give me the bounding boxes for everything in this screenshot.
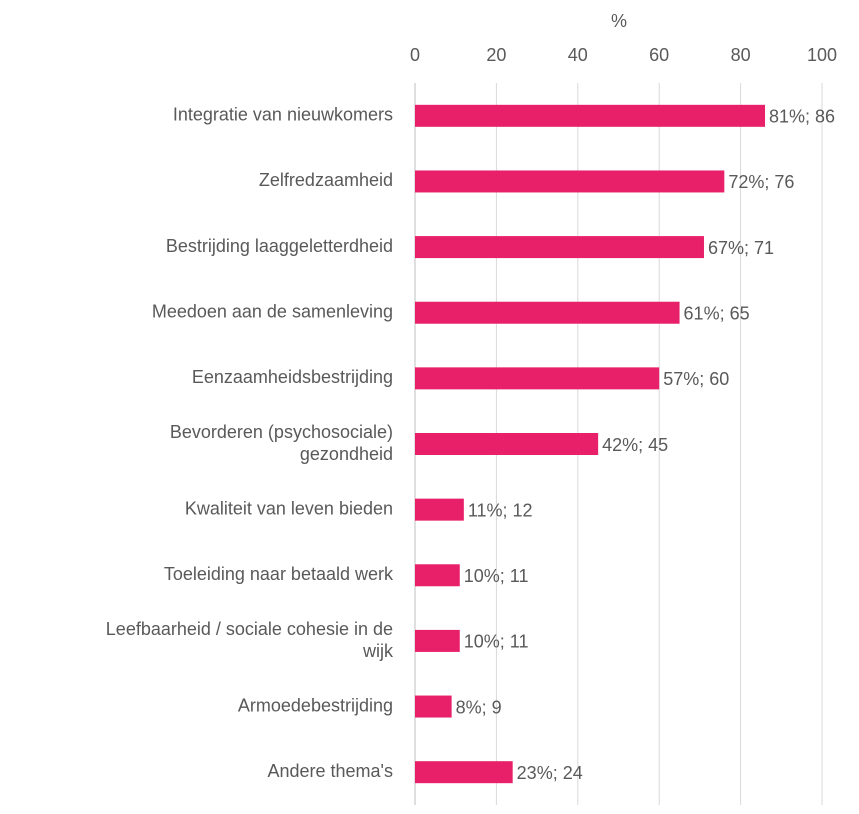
data-label: 42%; 45 xyxy=(602,435,668,455)
x-tick-label: 80 xyxy=(731,45,751,65)
y-tick-label: Eenzaamheidsbestrijding xyxy=(192,367,393,387)
y-tick-label: Bestrijding laaggeletterdheid xyxy=(166,236,393,256)
y-tick-label: Armoedebestrijding xyxy=(238,695,393,715)
y-tick-label: Zelfredzaamheid xyxy=(259,170,393,190)
x-tick-label: 20 xyxy=(486,45,506,65)
x-tick-label: 40 xyxy=(568,45,588,65)
x-tick-label: 0 xyxy=(410,45,420,65)
bar xyxy=(415,433,599,455)
bar xyxy=(415,170,725,193)
bar xyxy=(415,761,513,784)
y-tick-label: Kwaliteit van leven bieden xyxy=(185,498,393,518)
bar xyxy=(415,236,704,259)
data-label: 57%; 60 xyxy=(663,369,729,389)
y-tick-label: Toeleiding naar betaald werk xyxy=(164,564,394,584)
data-label: 10%; 11 xyxy=(464,566,529,586)
data-label: 81%; 86 xyxy=(769,107,835,127)
y-tick-label: Bevorderen (psychosociale) gezondheid xyxy=(170,422,393,464)
y-tick-label: Leefbaarheid / sociale cohesie in de wijk xyxy=(106,619,394,661)
y-tick-label: Meedoen aan de samenleving xyxy=(152,301,393,321)
bar xyxy=(415,564,460,587)
y-tick-label: Integratie van nieuwkomers xyxy=(173,105,393,125)
bar xyxy=(415,629,460,652)
x-tick-label: 60 xyxy=(649,45,669,65)
bar xyxy=(415,301,680,324)
bar xyxy=(415,695,452,718)
bar xyxy=(415,367,660,390)
data-label: 72%; 76 xyxy=(728,172,794,192)
x-tick-label: 100 xyxy=(807,45,837,65)
data-label: 67%; 71 xyxy=(708,238,774,258)
data-label: 8%; 9 xyxy=(456,697,502,717)
data-label: 23%; 24 xyxy=(517,763,583,783)
x-axis-label: % xyxy=(611,11,627,31)
bar xyxy=(415,498,464,521)
bar xyxy=(415,104,766,127)
y-tick-label: Andere thema's xyxy=(267,761,393,781)
data-label: 61%; 65 xyxy=(684,303,750,323)
data-label: 10%; 11 xyxy=(464,632,529,652)
data-label: 11%; 12 xyxy=(468,500,533,520)
